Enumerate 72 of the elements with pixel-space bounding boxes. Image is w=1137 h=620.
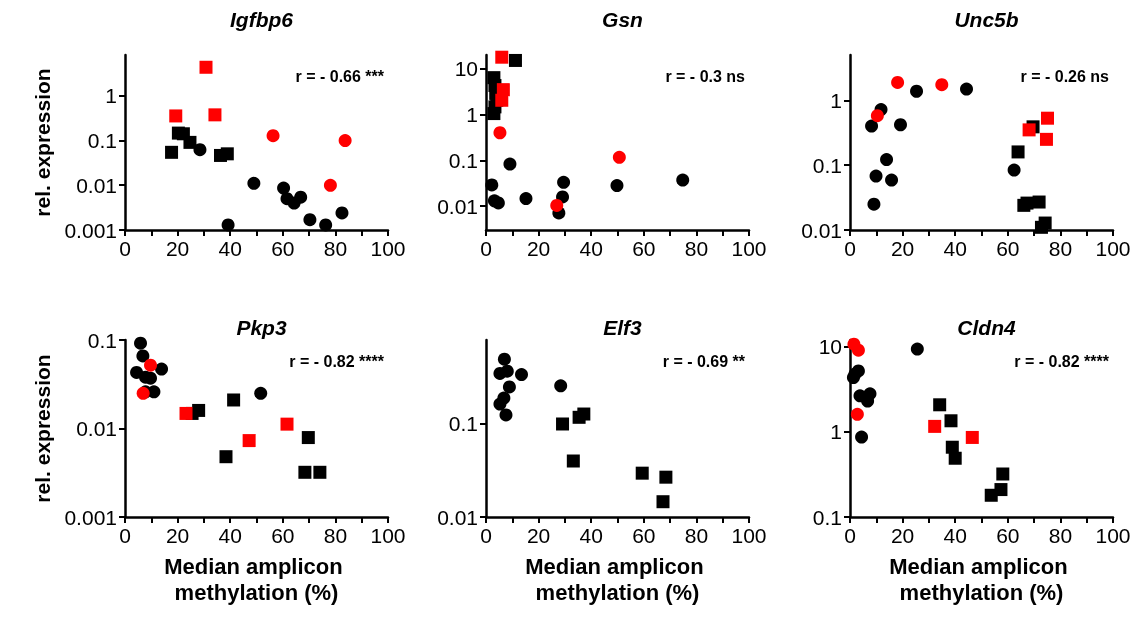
x-tick-label: 40 bbox=[218, 237, 242, 260]
x-tick-label: 100 bbox=[731, 524, 767, 547]
chart-title: Cldn4 bbox=[957, 316, 1016, 339]
x-tick-label: 20 bbox=[890, 524, 915, 547]
x-axis-title: Median amplicon methylation (%) bbox=[164, 553, 349, 605]
y-tick-label: 0.001 bbox=[64, 505, 117, 529]
y-tick-label: 0.001 bbox=[64, 218, 117, 242]
annotation: r = - 0.3 ns bbox=[665, 67, 745, 87]
y-tick-label: 0.1 bbox=[448, 148, 478, 172]
x-tick-label: 60 bbox=[996, 237, 1020, 260]
x-tick-label: 100 bbox=[731, 237, 767, 260]
x-tick-label: 100 bbox=[370, 237, 406, 260]
chart-title: Elf3 bbox=[603, 316, 643, 339]
x-tick-label: 20 bbox=[165, 524, 190, 547]
x-tick-label: 20 bbox=[526, 524, 551, 547]
y-tick-label: 0.1 bbox=[812, 153, 842, 177]
y-axis-title: rel. expression bbox=[31, 68, 54, 217]
annotation: r = - 0.69 ** bbox=[662, 352, 745, 372]
x-tick-label: 80 bbox=[1048, 237, 1073, 260]
y-tick-label: 0.1 bbox=[87, 128, 117, 152]
y-tick-label: 0.1 bbox=[448, 412, 478, 436]
x-tick-label: 100 bbox=[370, 524, 406, 547]
x-tick-label: 40 bbox=[579, 237, 603, 260]
y-tick-label: 0.01 bbox=[437, 194, 478, 218]
y-tick-label: 10 bbox=[818, 335, 842, 359]
chart-title: Pkp3 bbox=[236, 316, 287, 339]
x-tick-label: 40 bbox=[943, 237, 967, 260]
y-tick-label: 0.1 bbox=[87, 328, 117, 352]
y-tick-label: 0.01 bbox=[76, 417, 117, 440]
x-tick-label: 80 bbox=[684, 237, 709, 260]
x-tick-label: 40 bbox=[218, 524, 242, 547]
y-tick-label: 0.1 bbox=[812, 505, 842, 529]
x-tick-label: 60 bbox=[271, 524, 295, 547]
x-tick-label: 80 bbox=[1048, 524, 1073, 547]
annotation: r = - 0.82 **** bbox=[1014, 352, 1109, 372]
annotation: r = - 0.82 **** bbox=[289, 352, 384, 372]
chart-title: Igfbp6 bbox=[230, 8, 294, 31]
y-tick-label: 1 bbox=[466, 103, 478, 127]
x-tick-label: 100 bbox=[1095, 237, 1131, 260]
x-tick-label: 20 bbox=[165, 237, 190, 260]
chart-title: Gsn bbox=[602, 8, 643, 31]
y-tick-label: 0.01 bbox=[76, 173, 117, 197]
x-tick-label: 20 bbox=[526, 237, 551, 260]
x-tick-label: 0 bbox=[480, 524, 492, 547]
x-tick-label: 0 bbox=[119, 237, 131, 260]
x-tick-label: 100 bbox=[1095, 524, 1131, 547]
y-axis-title: rel. expression bbox=[31, 354, 54, 503]
y-tick-label: 0.01 bbox=[801, 218, 842, 242]
x-tick-label: 60 bbox=[632, 524, 656, 547]
x-tick-label: 20 bbox=[890, 237, 915, 260]
x-axis-title: Median amplicon methylation (%) bbox=[889, 553, 1074, 605]
y-tick-label: 1 bbox=[830, 88, 842, 112]
x-tick-label: 0 bbox=[844, 237, 856, 260]
x-tick-label: 80 bbox=[323, 524, 348, 547]
x-tick-label: 60 bbox=[996, 524, 1020, 547]
x-tick-label: 80 bbox=[684, 524, 709, 547]
y-tick-label: 1 bbox=[830, 420, 842, 444]
y-tick-label: 10 bbox=[454, 57, 478, 81]
x-tick-label: 60 bbox=[632, 237, 656, 260]
x-tick-label: 80 bbox=[323, 237, 348, 260]
x-tick-label: 60 bbox=[271, 237, 295, 260]
x-tick-label: 40 bbox=[943, 524, 967, 547]
y-tick-label: 0.01 bbox=[437, 505, 478, 529]
y-tick-label: 1 bbox=[105, 83, 117, 107]
x-tick-label: 0 bbox=[844, 524, 856, 547]
annotation: r = - 0.66 *** bbox=[295, 67, 384, 87]
x-tick-label: 0 bbox=[480, 237, 492, 260]
x-tick-label: 0 bbox=[119, 524, 131, 547]
annotation: r = - 0.26 ns bbox=[1020, 67, 1109, 87]
x-axis-title: Median amplicon methylation (%) bbox=[525, 553, 710, 605]
x-tick-label: 40 bbox=[579, 524, 603, 547]
chart-title: Unc5b bbox=[954, 8, 1019, 31]
